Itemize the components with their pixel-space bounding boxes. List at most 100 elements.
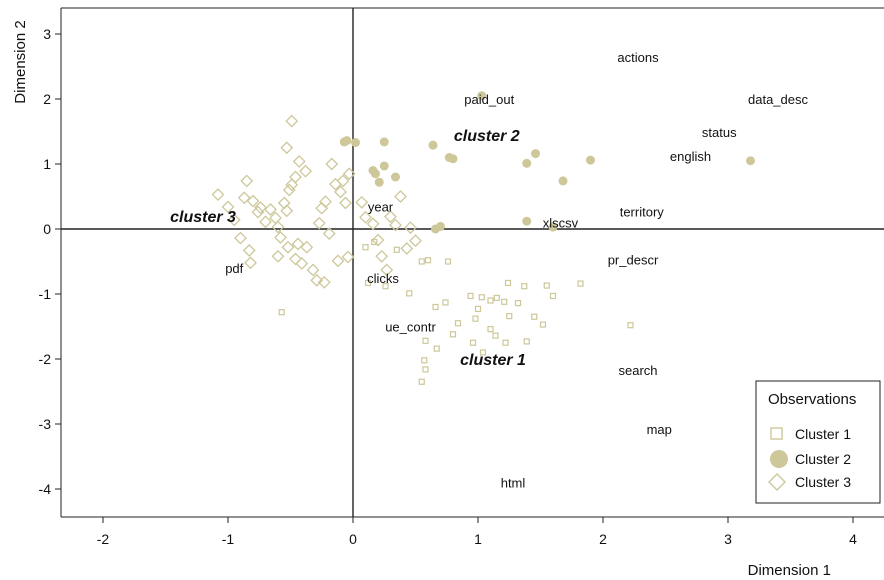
cluster-3-point xyxy=(242,244,256,257)
y-axis-label: Dimension 2 xyxy=(12,20,29,103)
data-points xyxy=(211,91,755,385)
cluster-1-point xyxy=(549,292,557,300)
x-tick-label: -2 xyxy=(97,531,110,547)
cluster-3-point xyxy=(211,188,225,201)
x-tick-label: 4 xyxy=(849,531,857,547)
cluster-3-point xyxy=(246,194,260,208)
cluster-3-point xyxy=(271,220,285,234)
cluster-3-point xyxy=(280,204,294,218)
cluster-3-point xyxy=(341,250,355,264)
cluster-3-point xyxy=(289,252,302,266)
cluster-1-point xyxy=(449,331,457,338)
cluster-1-point xyxy=(421,357,428,364)
cluster-3-point xyxy=(277,196,291,210)
cluster-3-point xyxy=(234,231,247,245)
cluster-3-point xyxy=(240,174,254,188)
cluster-2-point xyxy=(548,222,558,232)
legend-label-cluster-2: Cluster 2 xyxy=(795,451,851,467)
cluster-1-point xyxy=(393,246,400,253)
plot-frame xyxy=(60,7,884,518)
cluster-3-point xyxy=(221,200,235,214)
cluster-2-point xyxy=(374,177,384,187)
cluster-3-point xyxy=(274,231,287,244)
cluster-1-point xyxy=(492,332,499,339)
cluster-2-point xyxy=(522,158,532,168)
y-tick-label: 0 xyxy=(43,221,51,237)
cluster-3-point xyxy=(355,195,369,209)
x-tick-label: 2 xyxy=(599,531,607,547)
cluster-3-point xyxy=(295,257,309,270)
x-tick-label: 3 xyxy=(724,531,732,547)
cluster-3-point xyxy=(389,218,402,232)
cluster-2-point xyxy=(379,137,389,147)
cluster-3-point xyxy=(271,249,285,263)
legend-title: Observations xyxy=(768,391,856,408)
cluster-1-point xyxy=(362,244,369,251)
cluster-3-point xyxy=(291,237,305,251)
cluster-1-point xyxy=(424,257,432,264)
cluster-2-point xyxy=(746,156,755,166)
cluster-3-point xyxy=(300,240,314,254)
legend-marker-cluster-2 xyxy=(770,450,788,468)
cluster-3-point xyxy=(285,178,299,192)
variable-label: english xyxy=(670,149,711,164)
legend-marker-cluster-3 xyxy=(768,473,786,491)
cluster-3-point xyxy=(371,233,385,247)
cluster-3-point xyxy=(282,183,296,197)
cluster-2-point xyxy=(371,169,380,179)
cluster-1-point xyxy=(442,299,449,306)
cluster-3-point xyxy=(331,254,345,268)
cluster-label: cluster 2 xyxy=(454,128,520,145)
variable-label: territory xyxy=(620,204,665,219)
variable-label: status xyxy=(702,125,737,140)
cluster-1-point xyxy=(406,290,413,297)
cluster-1-point xyxy=(502,339,509,346)
cluster-3-point xyxy=(334,185,347,199)
cluster-1-point xyxy=(514,300,522,307)
x-tick-label: 1 xyxy=(474,531,482,547)
cluster-3-point xyxy=(339,196,352,210)
cluster-1-point xyxy=(577,280,584,287)
variable-label: data_desc xyxy=(748,92,808,107)
x-axis-ticks: -2 -1 0 1 2 3 4 xyxy=(97,517,857,547)
cluster-1-point xyxy=(371,238,378,246)
cluster-1-point xyxy=(523,338,530,345)
cluster-1-point xyxy=(469,339,477,346)
cluster-1-point xyxy=(418,378,425,385)
cluster-2-point xyxy=(448,154,458,164)
y-tick-label: 3 xyxy=(43,26,51,42)
cluster-3-point xyxy=(325,157,339,171)
y-tick-label: -1 xyxy=(39,286,52,302)
cluster-labels: cluster 3 cluster 2 cluster 1 xyxy=(170,128,526,369)
cluster-1-point xyxy=(487,326,494,333)
cluster-3-point xyxy=(404,221,417,235)
cluster-1-point xyxy=(487,297,494,304)
x-tick-label: -1 xyxy=(222,531,235,547)
cluster-1-point xyxy=(504,279,512,287)
cluster-3-point xyxy=(251,205,265,219)
cluster-1-point xyxy=(432,303,439,311)
variable-label: html xyxy=(501,476,526,491)
cluster-3-point xyxy=(285,114,299,128)
cluster-3-point xyxy=(306,263,320,277)
cluster-3-point xyxy=(394,190,407,203)
x-axis-label: Dimension 1 xyxy=(748,562,831,579)
y-tick-label: -3 xyxy=(39,416,52,432)
cluster-1-point xyxy=(422,366,429,373)
cluster-1-point xyxy=(493,294,500,301)
cluster-3-point xyxy=(384,210,397,224)
cluster-3-point xyxy=(336,174,350,188)
y-tick-label: -4 xyxy=(39,481,52,497)
cluster-1-point xyxy=(467,292,474,300)
cluster-1-point xyxy=(472,315,479,322)
y-axis-ticks: 3 2 1 0 -1 -2 -3 -4 xyxy=(39,26,61,497)
cluster-2-point xyxy=(558,176,568,186)
variable-label: search xyxy=(618,363,657,378)
cluster-3-point xyxy=(312,216,326,230)
cluster-3-point xyxy=(292,154,306,168)
cluster-2-point xyxy=(586,155,595,165)
cluster-2-point xyxy=(391,172,400,182)
cluster-1-point xyxy=(364,279,372,287)
cluster-3-point xyxy=(237,191,251,205)
cluster-1-point xyxy=(418,258,425,265)
